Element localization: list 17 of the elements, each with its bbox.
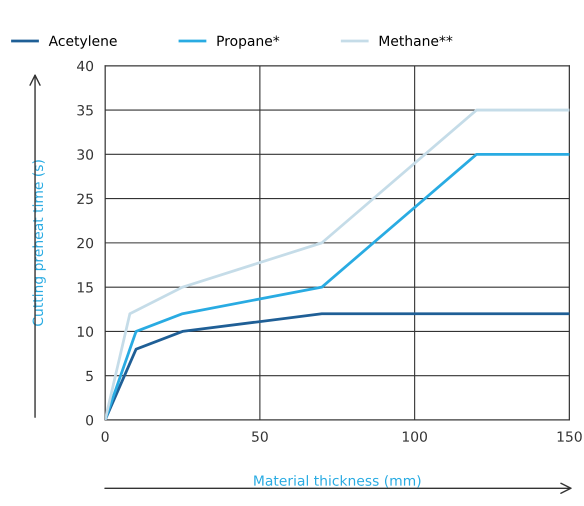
y-tick-label: 10 bbox=[78, 326, 94, 337]
x-tick-label: 0 bbox=[102, 431, 109, 442]
x-tick-label: 100 bbox=[402, 431, 427, 442]
y-tick-label: 0 bbox=[86, 414, 94, 426]
x-tick-label: 50 bbox=[252, 431, 268, 442]
y-tick-label: 25 bbox=[77, 194, 93, 204]
y-tick-label: 20 bbox=[77, 238, 94, 248]
x-axis-title: Material thickness (mm) bbox=[254, 475, 420, 488]
y-tick-label: 30 bbox=[77, 149, 94, 160]
legend-label: Acetylene bbox=[48, 35, 117, 49]
y-tick-label: 40 bbox=[77, 60, 94, 72]
y-tick-label: 35 bbox=[77, 105, 93, 116]
legend-label: Methane** bbox=[380, 35, 452, 46]
x-tick-label: 150 bbox=[558, 431, 582, 442]
legend-label: Propane* bbox=[217, 36, 280, 49]
y-tick-label: 15 bbox=[78, 282, 93, 293]
y-tick-label: 5 bbox=[86, 370, 93, 382]
